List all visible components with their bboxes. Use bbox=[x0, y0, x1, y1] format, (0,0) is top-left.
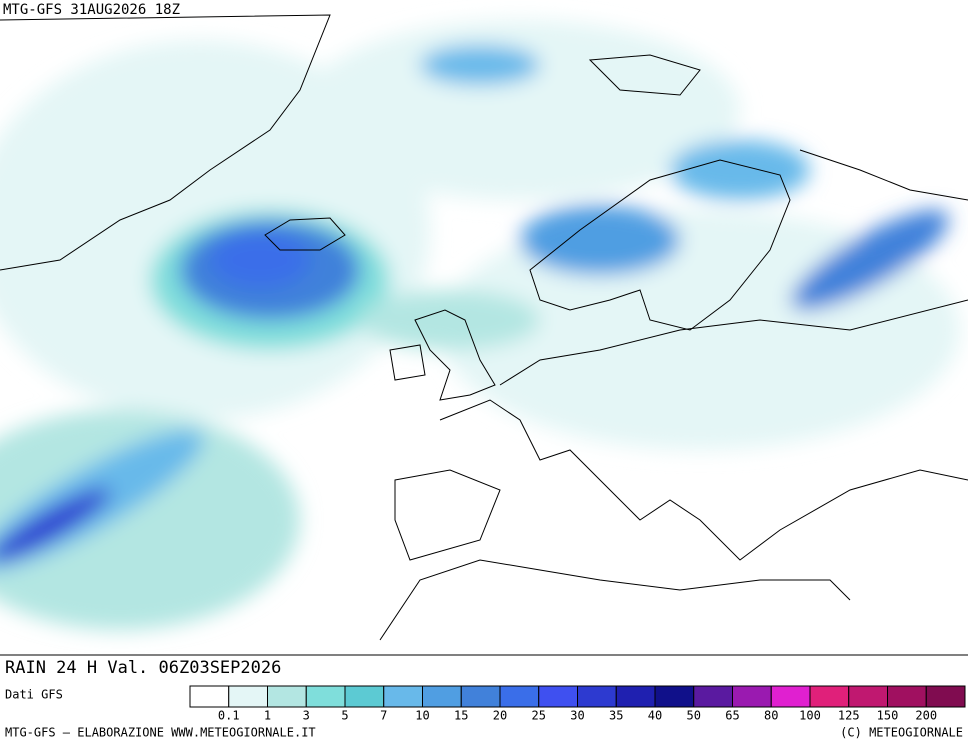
precipitation-field bbox=[0, 20, 960, 630]
legend-label: 150 bbox=[877, 709, 899, 723]
legend-swatch bbox=[577, 685, 617, 708]
legend-swatch bbox=[189, 685, 230, 708]
legend-swatch bbox=[422, 685, 462, 708]
legend-label: 0.1 bbox=[218, 709, 240, 723]
legend-label: 3 bbox=[303, 709, 310, 723]
legend-label: 100 bbox=[799, 709, 821, 723]
legend-label: 7 bbox=[380, 709, 387, 723]
legend-label: 40 bbox=[648, 709, 662, 723]
legend-swatch bbox=[693, 685, 733, 708]
svalbard-russia bbox=[588, 54, 968, 201]
greenland bbox=[0, 14, 331, 271]
legend-label: 15 bbox=[454, 709, 468, 723]
legend-label: 1 bbox=[264, 709, 271, 723]
legend-swatch bbox=[267, 685, 307, 708]
legend-swatch bbox=[732, 685, 772, 708]
legend-swatch bbox=[848, 685, 888, 708]
legend-source: Dati GFS bbox=[5, 688, 63, 702]
legend-swatch bbox=[344, 685, 385, 708]
legend-swatch bbox=[538, 685, 578, 708]
north-africa bbox=[379, 559, 851, 641]
legend-label: 80 bbox=[764, 709, 778, 723]
legend-swatch bbox=[383, 685, 423, 708]
legend-label: 65 bbox=[725, 709, 739, 723]
legend-label: 25 bbox=[532, 709, 546, 723]
scandinavia bbox=[529, 159, 791, 331]
legend: 0.1 1 3 5 7 10 15 20 25 30 35 40 50 65 80 100 125 150 200 bbox=[189, 685, 966, 723]
map bbox=[0, 14, 968, 641]
legend-swatch bbox=[615, 685, 656, 708]
legend-label: 50 bbox=[687, 709, 701, 723]
continental-europe bbox=[394, 299, 968, 561]
header-title: MTG-GFS 31AUG2026 18Z bbox=[3, 2, 180, 18]
legend-label: 10 bbox=[415, 709, 429, 723]
legend-label: 35 bbox=[609, 709, 623, 723]
legend-swatch bbox=[460, 685, 501, 708]
legend-swatch bbox=[809, 685, 850, 708]
legend-label: 125 bbox=[838, 709, 860, 723]
legend-swatch bbox=[499, 685, 540, 708]
footer-copyright: (C) METEOGIORNALE bbox=[840, 726, 963, 740]
legend-swatch bbox=[305, 685, 346, 708]
footer-credit: MTG-GFS — ELABORAZIONE WWW.METEOGIORNALE… bbox=[5, 726, 316, 740]
legend-label: 20 bbox=[493, 709, 507, 723]
legend-swatch bbox=[228, 685, 268, 708]
legend-swatch bbox=[887, 685, 927, 708]
legend-swatch bbox=[770, 685, 811, 708]
legend-swatch bbox=[654, 685, 695, 708]
map-caption: RAIN 24 H Val. 06Z03SEP2026 bbox=[5, 658, 281, 678]
legend-label: 30 bbox=[570, 709, 584, 723]
legend-swatch bbox=[925, 685, 966, 708]
legend-label: 200 bbox=[915, 709, 937, 723]
iceland bbox=[264, 217, 346, 251]
legend-label: 5 bbox=[341, 709, 348, 723]
british-isles bbox=[389, 309, 496, 401]
